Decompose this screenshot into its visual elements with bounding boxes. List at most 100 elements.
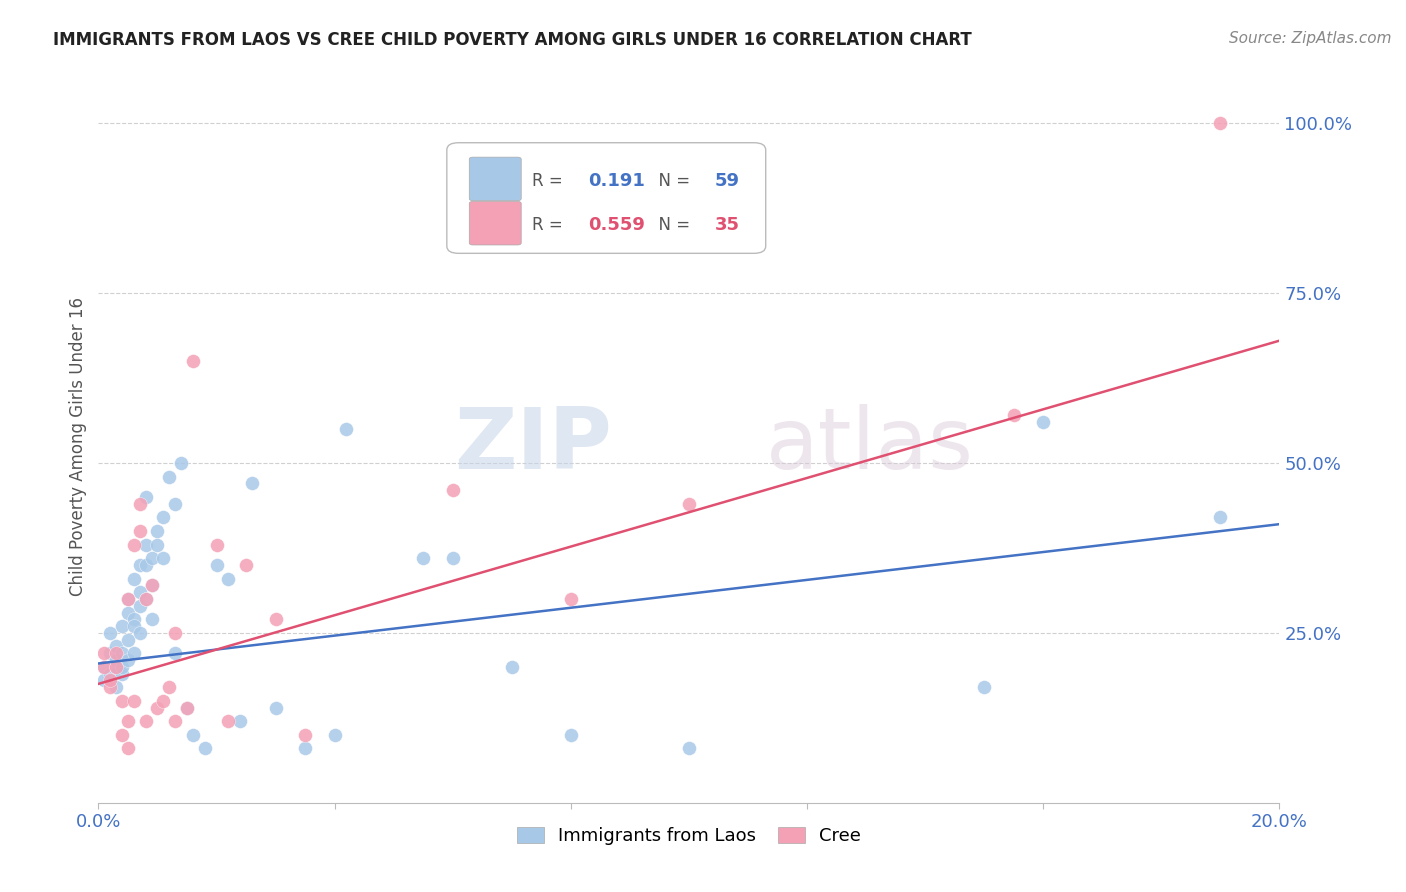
Point bbox=[181, 354, 204, 368]
Point bbox=[105, 640, 128, 654]
Point bbox=[1032, 415, 1054, 429]
Point bbox=[217, 572, 239, 586]
Point bbox=[678, 741, 700, 756]
Point bbox=[560, 591, 582, 606]
Point bbox=[93, 646, 115, 660]
Point bbox=[128, 558, 150, 572]
Point bbox=[128, 626, 150, 640]
Point bbox=[93, 660, 115, 674]
Point bbox=[170, 456, 193, 470]
Point bbox=[128, 585, 150, 599]
Point bbox=[98, 666, 121, 681]
Text: R =: R = bbox=[531, 216, 568, 234]
Point bbox=[128, 497, 150, 511]
Text: Source: ZipAtlas.com: Source: ZipAtlas.com bbox=[1229, 31, 1392, 46]
Point bbox=[294, 741, 316, 756]
Point bbox=[135, 714, 157, 729]
FancyBboxPatch shape bbox=[447, 143, 766, 253]
Point bbox=[678, 497, 700, 511]
Point bbox=[122, 572, 145, 586]
Point bbox=[1209, 116, 1232, 130]
Point bbox=[98, 626, 121, 640]
Y-axis label: Child Poverty Among Girls Under 16: Child Poverty Among Girls Under 16 bbox=[69, 296, 87, 596]
Point bbox=[128, 524, 150, 538]
Point bbox=[122, 694, 145, 708]
Point bbox=[117, 606, 139, 620]
Point bbox=[235, 558, 257, 572]
Point bbox=[141, 578, 163, 592]
Point bbox=[176, 700, 198, 714]
Text: 0.559: 0.559 bbox=[589, 216, 645, 234]
Point bbox=[117, 741, 139, 756]
Point bbox=[157, 680, 180, 694]
Point bbox=[98, 680, 121, 694]
Point bbox=[141, 551, 163, 566]
Point bbox=[335, 422, 357, 436]
Point bbox=[117, 591, 139, 606]
Point bbox=[165, 497, 187, 511]
Point bbox=[323, 728, 346, 742]
Point bbox=[105, 660, 128, 674]
Point bbox=[111, 646, 134, 660]
Point bbox=[122, 537, 145, 551]
Text: atlas: atlas bbox=[766, 404, 974, 488]
Point bbox=[105, 680, 128, 694]
Point bbox=[122, 612, 145, 626]
Text: ZIP: ZIP bbox=[454, 404, 612, 488]
Point bbox=[128, 599, 150, 613]
Point bbox=[181, 728, 204, 742]
Point bbox=[205, 537, 228, 551]
Point bbox=[117, 714, 139, 729]
Text: 35: 35 bbox=[714, 216, 740, 234]
Point bbox=[111, 660, 134, 674]
Point bbox=[135, 490, 157, 504]
Point bbox=[117, 653, 139, 667]
Point bbox=[264, 612, 287, 626]
Point bbox=[441, 483, 464, 498]
Point bbox=[135, 558, 157, 572]
Text: N =: N = bbox=[648, 216, 695, 234]
Point bbox=[973, 680, 995, 694]
Text: IMMIGRANTS FROM LAOS VS CREE CHILD POVERTY AMONG GIRLS UNDER 16 CORRELATION CHAR: IMMIGRANTS FROM LAOS VS CREE CHILD POVER… bbox=[53, 31, 972, 49]
Point bbox=[165, 626, 187, 640]
Text: 0.191: 0.191 bbox=[589, 171, 645, 190]
Point bbox=[122, 646, 145, 660]
Point bbox=[194, 741, 217, 756]
Point bbox=[105, 646, 128, 660]
Point bbox=[135, 591, 157, 606]
Point bbox=[152, 694, 174, 708]
Point bbox=[111, 619, 134, 633]
Point bbox=[294, 728, 316, 742]
Text: N =: N = bbox=[648, 171, 695, 190]
Text: 59: 59 bbox=[714, 171, 740, 190]
Point bbox=[264, 700, 287, 714]
FancyBboxPatch shape bbox=[470, 157, 522, 201]
Text: R =: R = bbox=[531, 171, 568, 190]
Point bbox=[205, 558, 228, 572]
Point bbox=[146, 524, 169, 538]
Point bbox=[111, 694, 134, 708]
Point bbox=[93, 673, 115, 688]
Point bbox=[240, 476, 263, 491]
Point bbox=[105, 653, 128, 667]
Point bbox=[117, 632, 139, 647]
Point bbox=[111, 728, 134, 742]
Point bbox=[217, 714, 239, 729]
Point bbox=[1209, 510, 1232, 524]
Point bbox=[105, 660, 128, 674]
FancyBboxPatch shape bbox=[470, 202, 522, 245]
Point bbox=[135, 537, 157, 551]
Point bbox=[1002, 409, 1025, 423]
Point bbox=[117, 591, 139, 606]
Point bbox=[560, 728, 582, 742]
Point bbox=[98, 673, 121, 688]
Point bbox=[165, 646, 187, 660]
Point bbox=[501, 660, 523, 674]
Point bbox=[141, 578, 163, 592]
Point bbox=[98, 646, 121, 660]
Point bbox=[146, 537, 169, 551]
Point bbox=[93, 660, 115, 674]
Point bbox=[141, 612, 163, 626]
Point bbox=[135, 591, 157, 606]
Legend: Immigrants from Laos, Cree: Immigrants from Laos, Cree bbox=[508, 818, 870, 855]
